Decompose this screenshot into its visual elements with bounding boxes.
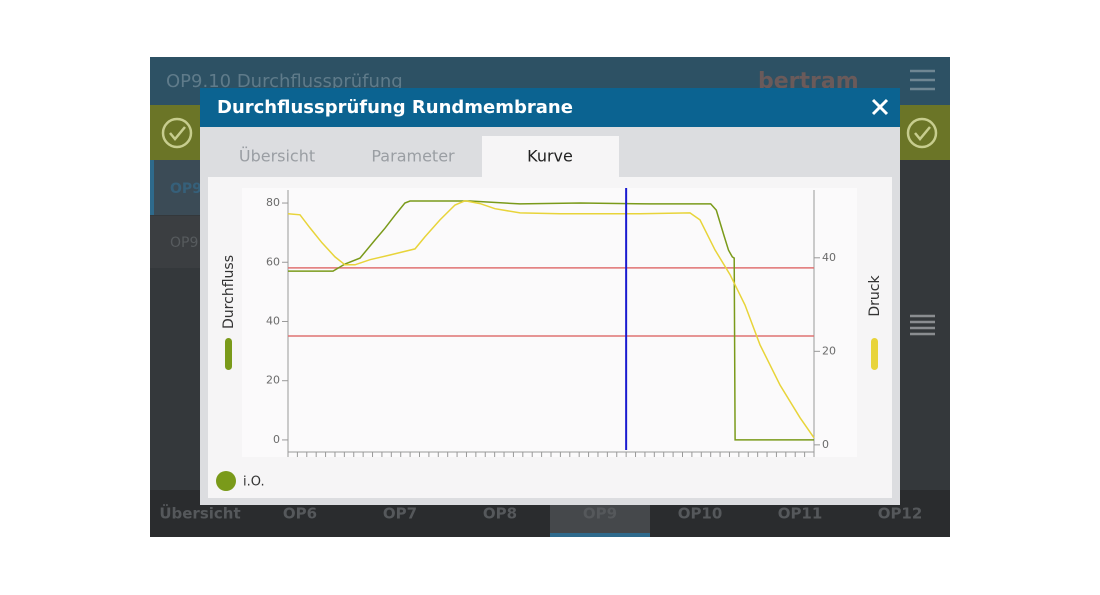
- sidebar-item-active[interactable]: [150, 160, 200, 215]
- y-tick-label: 40: [266, 314, 280, 327]
- y-axis-label: Durchfluss: [221, 255, 237, 329]
- legend-swatch: [225, 338, 232, 370]
- ok-icon-right: [906, 117, 938, 149]
- nav-item[interactable]: Übersicht: [159, 504, 240, 523]
- y-tick-label: 20: [266, 374, 280, 387]
- close-button[interactable]: [871, 98, 889, 116]
- tabs: Übersicht Parameter Kurve: [239, 147, 573, 166]
- nav-item[interactable]: OP11: [778, 505, 823, 523]
- y2-axis-label: Druck: [867, 275, 883, 317]
- sidebar-marker: [150, 160, 154, 215]
- nav-item[interactable]: OP12: [878, 505, 923, 523]
- series-line: [287, 200, 815, 439]
- nav-items: Übersicht OP6 OP7 OP8 OP9 OP10 OP11 OP12: [159, 504, 922, 523]
- nav-item[interactable]: OP6: [283, 505, 317, 523]
- status-indicator: [216, 471, 236, 491]
- y-tick-label: 80: [266, 196, 280, 209]
- sidebar-item[interactable]: OP9: [170, 181, 202, 197]
- dialog-titlebar: [200, 88, 900, 127]
- app-title: OP9.10 Durchflussprüfung: [166, 71, 403, 92]
- nav-item[interactable]: OP9: [583, 505, 617, 523]
- series-line: [288, 200, 814, 441]
- status-text: i.O.: [243, 475, 265, 490]
- legend-swatch: [871, 338, 878, 370]
- menu-icon[interactable]: [910, 69, 935, 91]
- nav-active-marker: [550, 533, 650, 537]
- dialog-title: Durchflussprüfung Rundmembrane: [217, 97, 573, 118]
- y2-tick-label: 0: [822, 438, 829, 451]
- chart: 0 20 40 60 80 0 20 40: [266, 188, 836, 457]
- tab-active: [482, 136, 619, 177]
- nav-item[interactable]: OP7: [383, 505, 417, 523]
- tab[interactable]: Übersicht: [239, 147, 315, 166]
- plot-area: [242, 188, 857, 457]
- y2-tick-label: 20: [822, 344, 836, 357]
- nav-item[interactable]: OP10: [678, 505, 723, 523]
- nav-item[interactable]: OP8: [483, 505, 517, 523]
- sidebar-item-bg: [150, 216, 200, 268]
- y-tick-label: 60: [266, 255, 280, 268]
- y-tick-label: 0: [273, 433, 280, 446]
- list-icon[interactable]: [910, 314, 935, 336]
- sidebar-item[interactable]: OP9: [170, 235, 198, 251]
- ok-icon-left: [161, 117, 193, 149]
- y2-tick-label: 40: [822, 251, 836, 264]
- tab[interactable]: Parameter: [371, 147, 455, 166]
- tab[interactable]: Kurve: [527, 147, 573, 166]
